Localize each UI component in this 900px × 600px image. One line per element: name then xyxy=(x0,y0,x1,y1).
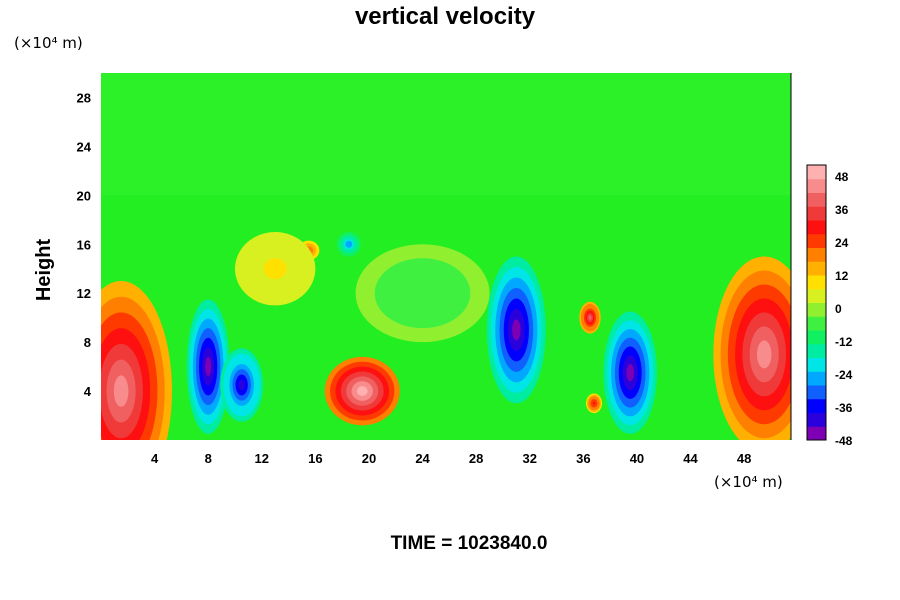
contour-level xyxy=(269,263,281,274)
velocity-field xyxy=(101,73,791,440)
colorbar-ticks: 48 36 24 12 0 -12 -24 -36 -48 xyxy=(835,170,853,448)
colorbar-tick-label: 48 xyxy=(835,170,849,184)
colorbar-tick-label: 24 xyxy=(835,236,849,250)
y-tick-label: 20 xyxy=(77,188,91,203)
x-tick-label: 20 xyxy=(362,451,376,466)
contour-level xyxy=(592,401,596,405)
colorbar-tick-label: 0 xyxy=(835,302,842,316)
field-feature-downdraft-31 xyxy=(486,256,546,404)
colorbar-swatch xyxy=(807,178,826,193)
colorbar-swatch xyxy=(807,165,826,180)
colorbar-tick-label: -24 xyxy=(835,368,853,382)
field-feature-downdraft-8 xyxy=(186,299,230,434)
y-axis-ticks: 4 8 12 16 20 24 28 xyxy=(77,90,92,399)
field-feature-weak-downdraft-mid xyxy=(355,244,490,343)
contour-level xyxy=(756,340,772,369)
colorbar-tick-label: 36 xyxy=(835,203,849,217)
colorbar-swatch xyxy=(807,343,826,358)
x-axis-units: (×10⁴ m) xyxy=(714,473,783,491)
colorbar-swatch xyxy=(807,261,826,276)
field-feature-updraft-left-edge xyxy=(101,280,172,440)
colorbar-swatch xyxy=(807,192,826,207)
x-tick-label: 32 xyxy=(523,451,537,466)
field-feature-updraft-right-edge xyxy=(713,256,791,440)
contour-level xyxy=(347,242,351,247)
colorbar-swatch xyxy=(807,385,826,400)
chart-title: vertical velocity xyxy=(355,3,536,30)
colorbar-tick-label: -12 xyxy=(835,335,853,349)
x-tick-label: 24 xyxy=(415,451,430,466)
colorbar xyxy=(806,164,827,441)
field-feature-weak-updraft-13 xyxy=(234,232,316,306)
contour-level xyxy=(626,363,635,382)
plot-area xyxy=(101,73,792,440)
colorbar-frame xyxy=(806,164,827,441)
colorbar-swatch xyxy=(807,412,826,427)
field-feature-downdraft-10 xyxy=(220,348,264,422)
x-tick-label: 16 xyxy=(308,451,322,466)
contour-level xyxy=(588,315,592,320)
y-tick-label: 12 xyxy=(77,286,91,301)
y-axis-units: (×10⁴ m) xyxy=(14,34,83,52)
y-tick-label: 16 xyxy=(77,237,91,252)
contour-level xyxy=(113,375,129,407)
colorbar-swatch xyxy=(807,275,826,290)
contour-level xyxy=(205,356,212,377)
field-feature-updraft-20 xyxy=(324,356,400,426)
y-axis-label: Height xyxy=(33,239,55,302)
colorbar-swatch xyxy=(807,316,826,331)
colorbar-swatch xyxy=(807,302,826,317)
time-label: TIME = 1023840.0 xyxy=(391,533,548,554)
colorbar-tick-label: -48 xyxy=(835,434,853,448)
y-tick-label: 8 xyxy=(84,335,91,350)
colorbar-swatch xyxy=(807,288,826,303)
x-tick-label: 48 xyxy=(737,451,751,466)
x-axis-ticks: 4 8 12 16 20 24 28 32 36 40 44 48 xyxy=(151,451,751,466)
colorbar-tick-label: 12 xyxy=(835,269,849,283)
colorbar-swatch xyxy=(807,233,826,248)
colorbar-swatch xyxy=(807,426,826,441)
x-tick-label: 28 xyxy=(469,451,483,466)
field-feature-downdraft-18 xyxy=(336,232,361,257)
x-tick-label: 40 xyxy=(630,451,644,466)
x-tick-label: 4 xyxy=(151,451,159,466)
field-feature-updraft-36 xyxy=(579,301,601,334)
upper-layer xyxy=(101,73,791,196)
x-tick-label: 36 xyxy=(576,451,590,466)
contour-level xyxy=(238,379,245,391)
colorbar-swatch xyxy=(807,220,826,235)
x-tick-label: 12 xyxy=(255,451,269,466)
colorbar-swatch xyxy=(807,206,826,221)
x-tick-label: 44 xyxy=(683,451,698,466)
colorbar-swatch xyxy=(807,371,826,386)
colorbar-swatch xyxy=(807,247,826,262)
y-tick-label: 24 xyxy=(77,139,92,154)
colorbar-swatch xyxy=(807,398,826,413)
field-feature-updraft-37-low xyxy=(586,393,603,414)
y-tick-label: 28 xyxy=(77,90,91,105)
contour-level xyxy=(356,386,368,396)
colorbar-swatch xyxy=(807,357,826,372)
field-feature-downdraft-40 xyxy=(603,311,658,434)
contour-level xyxy=(512,319,521,341)
y-tick-label: 4 xyxy=(84,384,92,399)
x-tick-label: 8 xyxy=(205,451,212,466)
colorbar-tick-label: -36 xyxy=(835,401,853,415)
colorbar-swatch xyxy=(807,330,826,345)
contour-level xyxy=(412,286,433,301)
